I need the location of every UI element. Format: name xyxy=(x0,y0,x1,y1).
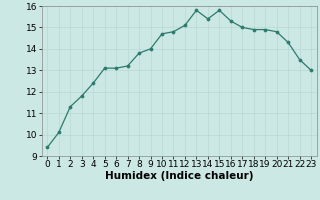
X-axis label: Humidex (Indice chaleur): Humidex (Indice chaleur) xyxy=(105,171,253,181)
